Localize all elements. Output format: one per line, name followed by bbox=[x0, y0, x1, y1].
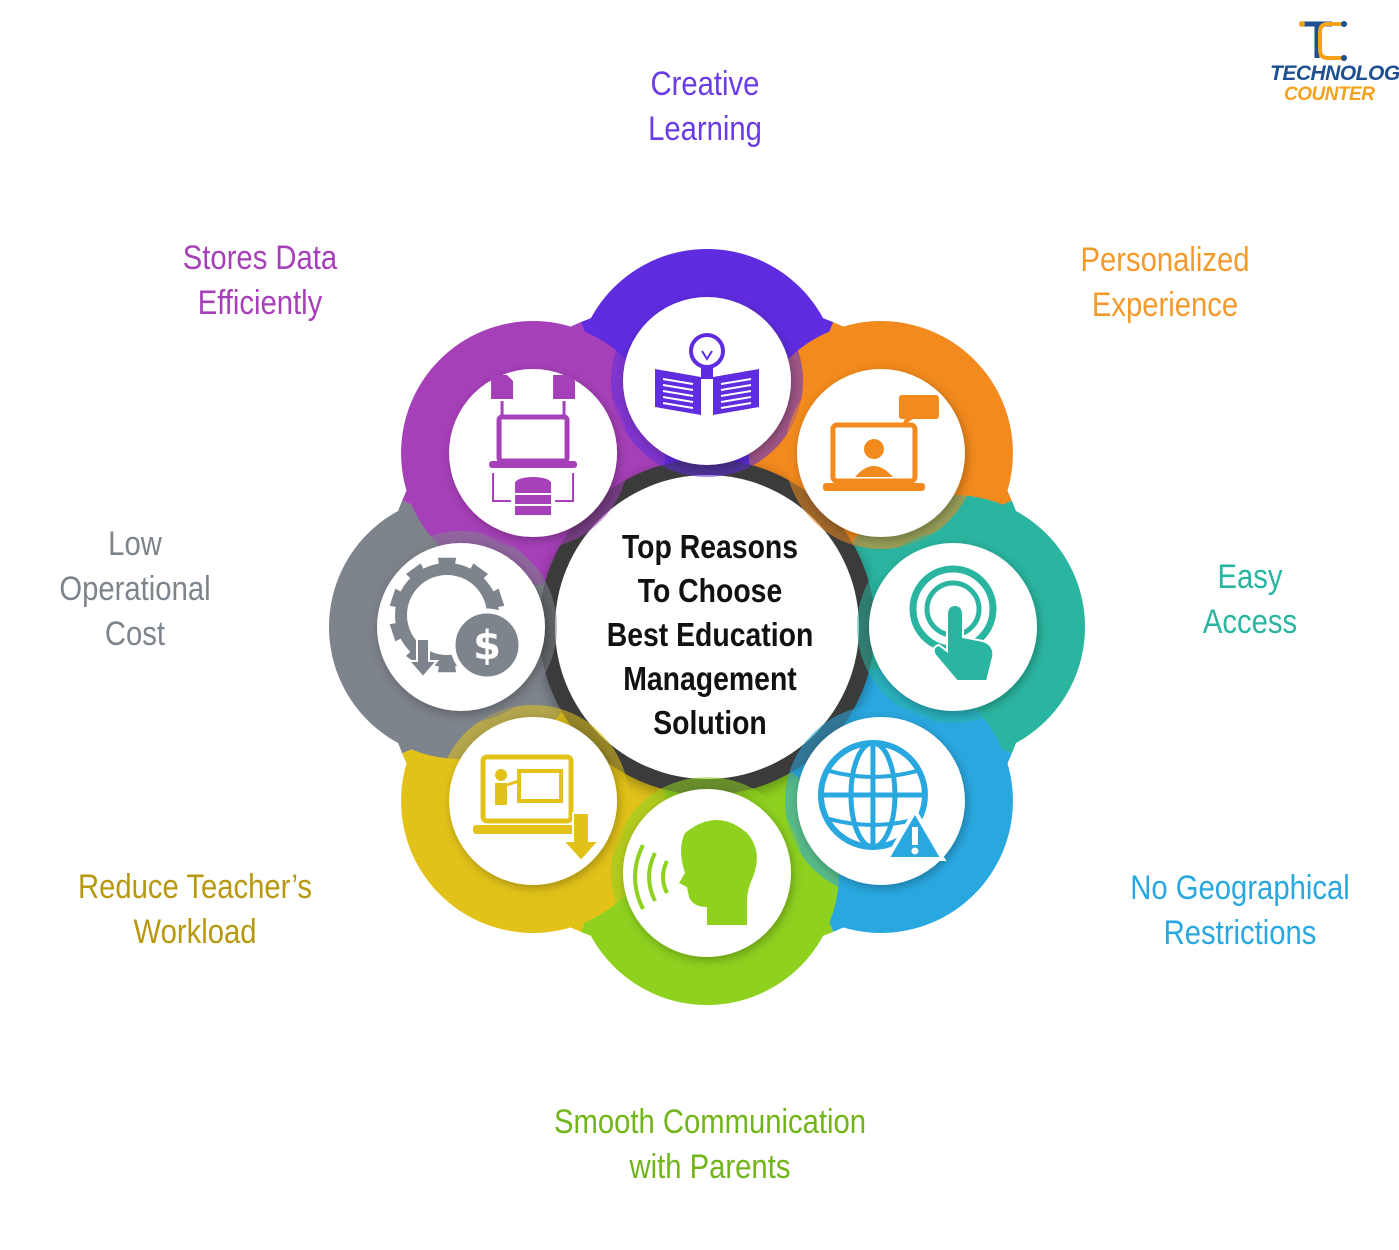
speaking-head-icon bbox=[633, 820, 757, 925]
center-title-line: To Choose bbox=[637, 572, 783, 609]
label-reduce-teacher-workload: Reduce Teacher’s Workload bbox=[62, 865, 329, 955]
segment-icon-no-geographical-restrictions bbox=[784, 704, 977, 897]
label-line: Cost bbox=[104, 615, 166, 653]
label-line: Reduce Teacher’s bbox=[77, 868, 313, 906]
gear-dollar-icon: $ bbox=[389, 557, 524, 682]
label-no-geographical-restrictions: No Geographical Restrictions bbox=[1115, 866, 1364, 956]
icon-disc bbox=[623, 297, 791, 465]
segment-icon-low-operational-cost: $ bbox=[365, 531, 557, 723]
tc-monogram-icon bbox=[1299, 21, 1347, 61]
globe-warning-icon bbox=[817, 739, 947, 861]
label-line: Operational bbox=[59, 570, 211, 608]
label-line: No Geographical bbox=[1130, 869, 1350, 907]
logo-line1: ECHNOLOGY bbox=[1282, 62, 1399, 85]
svg-text:$: $ bbox=[473, 623, 501, 669]
book-lightbulb-icon bbox=[655, 333, 759, 415]
laptop-presentation-icon bbox=[473, 754, 602, 863]
label-line: Stores Data bbox=[182, 239, 338, 277]
center-title-line: Top Reasons bbox=[621, 528, 799, 565]
center-title-line: Solution bbox=[653, 704, 767, 741]
label-line: Easy bbox=[1217, 558, 1283, 596]
segment-icon-stores-data-efficiently bbox=[437, 357, 630, 550]
center-disc bbox=[555, 475, 859, 779]
laptop-video-chat-icon bbox=[822, 395, 939, 492]
label-personalized-experience: Personalized Experience bbox=[1049, 238, 1281, 328]
label-line: Learning bbox=[648, 110, 762, 148]
label-line: Personalized bbox=[1080, 241, 1250, 279]
label-stores-data-efficiently: Stores Data Efficiently bbox=[153, 236, 368, 326]
segment-icon-smooth-communication bbox=[611, 777, 803, 969]
label-line: Experience bbox=[1091, 286, 1239, 324]
segment-icon-reduce-teacher-workload bbox=[437, 704, 630, 897]
label-line: Restrictions bbox=[1163, 914, 1317, 952]
center-title: Top Reasons To Choose Best Education Man… bbox=[581, 525, 839, 745]
label-line: with Parents bbox=[629, 1148, 791, 1186]
label-low-operational-cost: Low Operational Cost bbox=[49, 522, 221, 657]
segment-icon-personalized-experience bbox=[784, 357, 977, 550]
icon-disc bbox=[449, 369, 618, 538]
label-line: Low bbox=[108, 525, 162, 563]
technology-counter-logo: TCTECHNOLOGY COUNTER bbox=[1262, 18, 1399, 108]
segment-icon-easy-access bbox=[857, 531, 1049, 723]
center-title-line: Best Education bbox=[606, 616, 814, 653]
label-creative-learning: Creative Learning bbox=[598, 62, 813, 152]
data-storage-icon bbox=[489, 375, 578, 516]
label-smooth-communication: Smooth Communication with Parents bbox=[542, 1100, 877, 1190]
label-line: Workload bbox=[133, 913, 257, 951]
label-line: Smooth Communication bbox=[553, 1103, 867, 1141]
label-line: Access bbox=[1202, 603, 1298, 641]
label-easy-access: Easy Access bbox=[1173, 555, 1328, 645]
center-title-line: Management bbox=[623, 660, 797, 697]
label-line: Creative bbox=[650, 65, 760, 103]
touch-button-icon bbox=[909, 565, 997, 682]
logo-line2: OUNTER bbox=[1297, 84, 1375, 105]
segment-icon-creative-learning bbox=[611, 285, 803, 477]
label-line: Efficiently bbox=[197, 284, 323, 322]
